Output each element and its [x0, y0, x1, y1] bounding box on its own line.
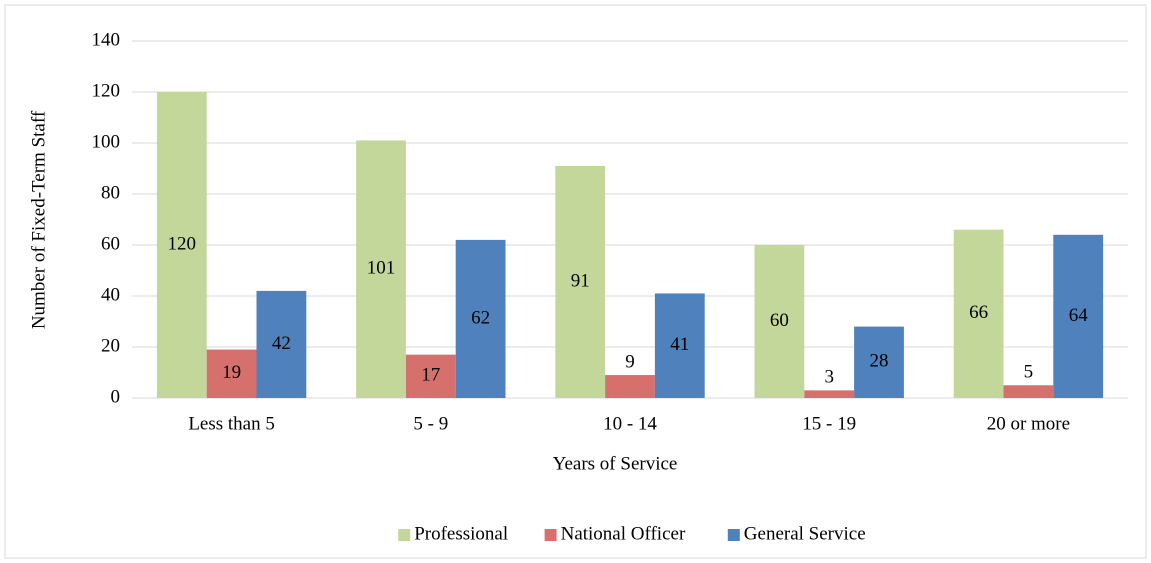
legend-label: General Service — [744, 523, 866, 544]
bar — [654, 293, 705, 398]
bar — [256, 290, 307, 398]
legend-label: National Officer — [561, 523, 686, 544]
y-tick-label: 0 — [111, 386, 121, 407]
y-tick-label: 100 — [92, 131, 121, 152]
legend-swatch — [544, 529, 557, 541]
data-label: 9 — [625, 351, 635, 372]
data-label: 64 — [1069, 305, 1089, 326]
data-label: 66 — [969, 302, 988, 323]
legend-swatch — [398, 529, 411, 541]
data-label: 62 — [471, 307, 490, 328]
y-tick-label: 140 — [92, 29, 121, 50]
data-label: 19 — [222, 362, 241, 383]
y-axis-title: Number of Fixed-Term Staff — [28, 110, 49, 329]
bar — [804, 390, 855, 398]
bar — [1053, 234, 1104, 398]
data-label: 42 — [272, 333, 291, 354]
y-tick-label: 40 — [101, 284, 120, 305]
data-label: 28 — [870, 351, 889, 372]
bar — [405, 354, 456, 398]
x-tick-label: 15 - 19 — [802, 413, 856, 434]
y-tick-label: 20 — [101, 335, 120, 356]
bar — [206, 349, 257, 398]
bar — [1003, 385, 1054, 398]
y-tick-label: 60 — [101, 233, 120, 254]
x-tick-label: 5 - 9 — [413, 413, 448, 434]
data-label: 3 — [824, 367, 834, 388]
data-label: 101 — [367, 258, 396, 279]
data-label: 120 — [168, 233, 197, 254]
x-tick-label: 20 or more — [987, 413, 1070, 434]
y-tick-label: 120 — [92, 80, 121, 101]
y-tick-label: 80 — [101, 182, 120, 203]
data-label: 91 — [571, 270, 590, 291]
bar — [156, 92, 207, 398]
x-tick-label: Less than 5 — [188, 413, 275, 434]
bar — [455, 239, 506, 398]
data-label: 5 — [1024, 362, 1034, 383]
bar — [854, 326, 904, 398]
legend-label: Professional — [414, 523, 508, 544]
data-label: 17 — [421, 365, 440, 386]
legend-swatch — [727, 529, 740, 541]
bar — [953, 229, 1004, 398]
bar — [555, 165, 606, 398]
data-label: 41 — [670, 334, 689, 355]
bar — [605, 375, 655, 398]
x-axis-title: Years of Service — [553, 453, 678, 474]
data-label: 60 — [770, 310, 789, 331]
bar — [356, 140, 406, 398]
bar — [754, 245, 805, 398]
x-tick-label: 10 - 14 — [603, 413, 657, 434]
